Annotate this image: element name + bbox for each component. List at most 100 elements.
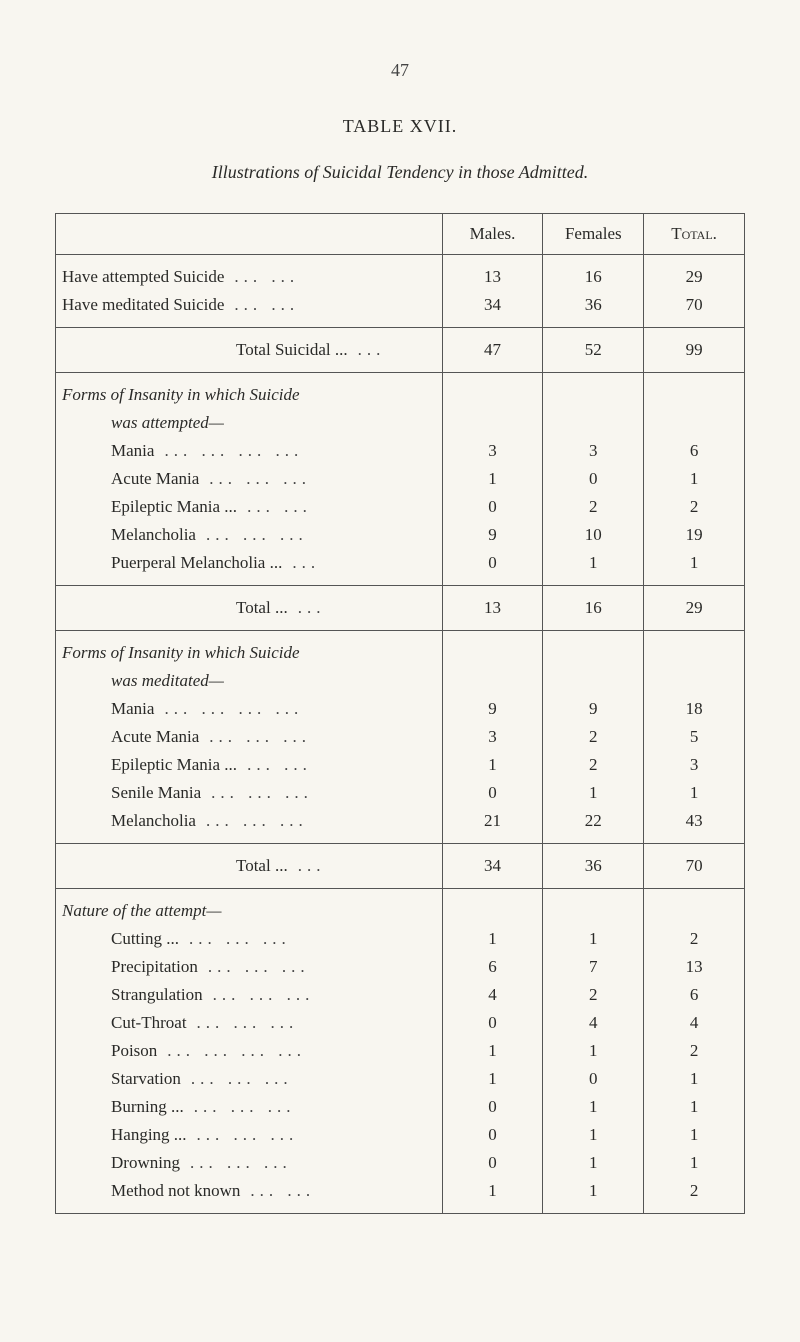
cell-males: 21 — [442, 807, 543, 835]
cell-males: 9 — [442, 695, 543, 723]
data-table: Males. Females Total. Have attempted Sui… — [55, 213, 745, 1214]
row-label: Hanging ...... ... ... — [56, 1121, 443, 1149]
leader-dots: ... ... ... — [180, 1153, 292, 1172]
cell-males: 0 — [442, 549, 543, 577]
cell-total: 1 — [644, 779, 745, 807]
leader-dots: ... ... ... — [184, 1097, 296, 1116]
table-row: Cut-Throat... ... ...044 — [56, 1009, 745, 1037]
empty-cell — [644, 409, 745, 437]
leader-dots: ... — [348, 340, 386, 359]
cell-females: 2 — [543, 981, 644, 1009]
spacer-row — [56, 364, 745, 372]
leader-dots: ... ... — [237, 755, 312, 774]
header-total: Total. — [644, 214, 745, 255]
cell-males: 1 — [442, 465, 543, 493]
cell-males: 1 — [442, 1065, 543, 1093]
header-blank — [56, 214, 443, 255]
row-label: Have attempted Suicide... ... — [56, 263, 443, 291]
cell-total: 29 — [644, 594, 745, 622]
cell-total: 2 — [644, 1177, 745, 1205]
empty-cell — [644, 897, 745, 925]
cell-males: 34 — [442, 291, 543, 319]
leader-dots: ... ... ... — [199, 727, 311, 746]
cell-females: 1 — [543, 1037, 644, 1065]
cell-females: 52 — [543, 336, 644, 364]
cell-total: 6 — [644, 981, 745, 1009]
row-label: Total ...... — [56, 594, 443, 622]
cell-total: 19 — [644, 521, 745, 549]
leader-dots: ... ... ... — [196, 811, 308, 830]
cell-total: 1 — [644, 1093, 745, 1121]
section-heading-row: Forms of Insanity in which Suicide — [56, 381, 745, 409]
cell-females: 16 — [543, 263, 644, 291]
row-label: Burning ...... ... ... — [56, 1093, 443, 1121]
row-label: Have meditated Suicide... ... — [56, 291, 443, 319]
spacer-row — [56, 328, 745, 337]
table-caption: Illustrations of Suicidal Tendency in th… — [55, 162, 745, 183]
cell-total: 4 — [644, 1009, 745, 1037]
row-label: Cutting ...... ... ... — [56, 925, 443, 953]
empty-cell — [543, 409, 644, 437]
empty-cell — [543, 381, 644, 409]
cell-females: 1 — [543, 925, 644, 953]
cell-females: 16 — [543, 594, 644, 622]
cell-females: 2 — [543, 723, 644, 751]
row-label: Starvation... ... ... — [56, 1065, 443, 1093]
cell-total: 2 — [644, 1037, 745, 1065]
row-label: Strangulation... ... ... — [56, 981, 443, 1009]
row-label: Acute Mania... ... ... — [56, 465, 443, 493]
cell-females: 1 — [543, 779, 644, 807]
cell-males: 13 — [442, 263, 543, 291]
cell-total: 70 — [644, 852, 745, 880]
cell-total: 1 — [644, 1065, 745, 1093]
cell-total: 1 — [644, 549, 745, 577]
table-row: Method not known... ...112 — [56, 1177, 745, 1205]
empty-cell — [543, 897, 644, 925]
cell-total: 99 — [644, 336, 745, 364]
section-heading-row-2: was meditated— — [56, 667, 745, 695]
table-row: Melancholia... ... ...91019 — [56, 521, 745, 549]
cell-males: 1 — [442, 925, 543, 953]
cell-total: 6 — [644, 437, 745, 465]
cell-males: 9 — [442, 521, 543, 549]
cell-total: 18 — [644, 695, 745, 723]
table-label: TABLE XVII. — [55, 116, 745, 137]
cell-females: 7 — [543, 953, 644, 981]
leader-dots: ... ... ... — [196, 525, 308, 544]
cell-females: 22 — [543, 807, 644, 835]
spacer-row — [56, 319, 745, 327]
section-heading: Nature of the attempt— — [56, 897, 443, 925]
cell-females: 36 — [543, 291, 644, 319]
leader-dots: ... ... — [237, 497, 312, 516]
cell-males: 47 — [442, 336, 543, 364]
cell-females: 1 — [543, 549, 644, 577]
cell-females: 1 — [543, 1093, 644, 1121]
spacer-row — [56, 586, 745, 595]
cell-total: 43 — [644, 807, 745, 835]
cell-males: 0 — [442, 1093, 543, 1121]
row-label: Method not known... ... — [56, 1177, 443, 1205]
row-label: Total Suicidal ...... — [56, 336, 443, 364]
cell-total: 5 — [644, 723, 745, 751]
spacer-row — [56, 577, 745, 585]
section-heading: Forms of Insanity in which Suicide — [56, 639, 443, 667]
table-row: Acute Mania... ... ...101 — [56, 465, 745, 493]
leader-dots: ... ... ... — [179, 929, 291, 948]
cell-total: 2 — [644, 925, 745, 953]
row-label: Mania... ... ... ... — [56, 437, 443, 465]
section-heading: Forms of Insanity in which Suicide — [56, 381, 443, 409]
table-row: Burning ...... ... ...011 — [56, 1093, 745, 1121]
spacer-row — [56, 1205, 745, 1214]
cell-males: 1 — [442, 1037, 543, 1065]
cell-total: 13 — [644, 953, 745, 981]
header-males: Males. — [442, 214, 543, 255]
row-label: Drowning... ... ... — [56, 1149, 443, 1177]
cell-females: 2 — [543, 493, 644, 521]
leader-dots: ... — [288, 598, 326, 617]
cell-males: 1 — [442, 1177, 543, 1205]
leader-dots: ... ... ... ... — [157, 1041, 306, 1060]
cell-females: 9 — [543, 695, 644, 723]
spacer-row — [56, 889, 745, 898]
spacer-row — [56, 844, 745, 853]
cell-females: 1 — [543, 1149, 644, 1177]
